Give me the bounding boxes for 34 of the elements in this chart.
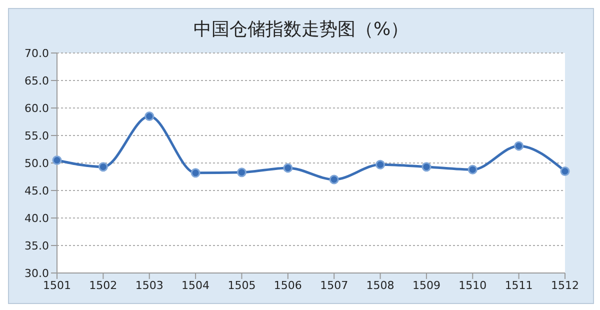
x-tick-label: 1504	[182, 278, 210, 292]
y-tick-label: 45.0	[24, 184, 49, 198]
x-tick-label: 1508	[366, 278, 394, 292]
x-tick-label: 1505	[228, 278, 256, 292]
y-tick-label: 65.0	[24, 74, 49, 88]
x-tick-label: 1510	[458, 278, 487, 292]
y-tick-label: 60.0	[24, 102, 49, 115]
y-tick-label: 40.0	[24, 212, 49, 225]
y-tick-label: 70.0	[24, 46, 49, 60]
point	[283, 163, 293, 173]
y-tick-label: 30.0	[24, 266, 49, 280]
x-tick-label: 1506	[274, 278, 302, 292]
x-tick-label: 1503	[135, 278, 164, 292]
x-tick-label: 1502	[89, 278, 118, 292]
point	[376, 160, 386, 170]
point	[144, 112, 154, 121]
x-tick-label: 1507	[320, 278, 348, 292]
y-tick-label: 50.0	[24, 156, 49, 170]
point	[98, 162, 108, 172]
y-tick-label: 35.0	[24, 239, 49, 252]
point	[560, 166, 570, 176]
y-tick-label: 55.0	[24, 129, 49, 142]
x-tick-label: 1501	[43, 278, 71, 292]
point	[329, 174, 339, 184]
point	[422, 162, 432, 172]
point	[514, 141, 524, 151]
point	[52, 156, 62, 165]
x-tick-label: 1512	[551, 278, 579, 292]
chart-title: 中国仓储指数走势图（%）	[193, 19, 409, 40]
x-tick-label: 1509	[412, 278, 440, 292]
x-tick-label: 1511	[504, 278, 533, 292]
point	[190, 168, 200, 178]
point	[236, 168, 246, 178]
point	[468, 164, 478, 174]
